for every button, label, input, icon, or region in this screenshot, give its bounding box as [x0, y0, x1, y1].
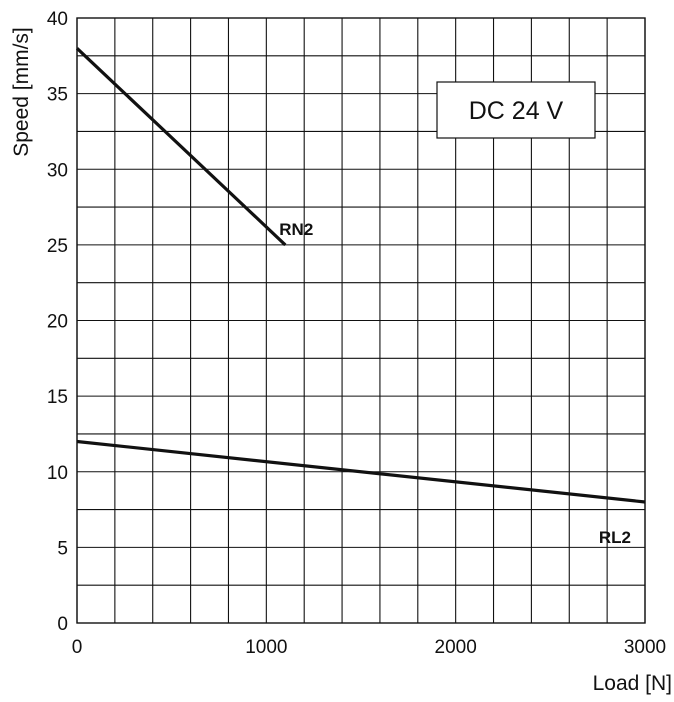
voltage-badge-box	[436, 81, 596, 139]
x-tick-label: 2000	[435, 637, 477, 658]
x-axis-title: Load [N]	[593, 672, 672, 695]
voltage-badge: DC 24 V	[436, 81, 596, 139]
series-line-rn2	[75, 47, 287, 247]
x-tick-label: 0	[72, 637, 83, 658]
y-tick-label: 20	[47, 312, 68, 333]
series-label-rn2: RN2	[279, 220, 313, 239]
series-layer	[75, 47, 646, 504]
y-tick-label: 40	[47, 9, 68, 30]
y-tick-label: 30	[47, 160, 68, 181]
voltage-badge-text: DC 24 V	[469, 97, 564, 125]
y-tick-label: 10	[47, 463, 68, 484]
y-tick-label: 35	[47, 85, 68, 106]
plot-frame	[76, 17, 646, 624]
y-axis-title: Speed [mm/s]	[10, 27, 33, 157]
y-tick-label: 15	[47, 387, 68, 408]
x-tick-label: 3000	[624, 637, 666, 658]
label-layer: 0 5 10 15 20 25 30 35 40 0 1000 2000 3000 RN2 RL2	[47, 9, 666, 658]
y-tick-label: 25	[47, 236, 68, 257]
series-label-rl2: RL2	[599, 528, 631, 547]
y-tick-label: 5	[57, 538, 68, 559]
series-line-rl2	[76, 439, 646, 504]
x-tick-label: 1000	[245, 637, 287, 658]
y-tick-label: 0	[57, 614, 68, 635]
